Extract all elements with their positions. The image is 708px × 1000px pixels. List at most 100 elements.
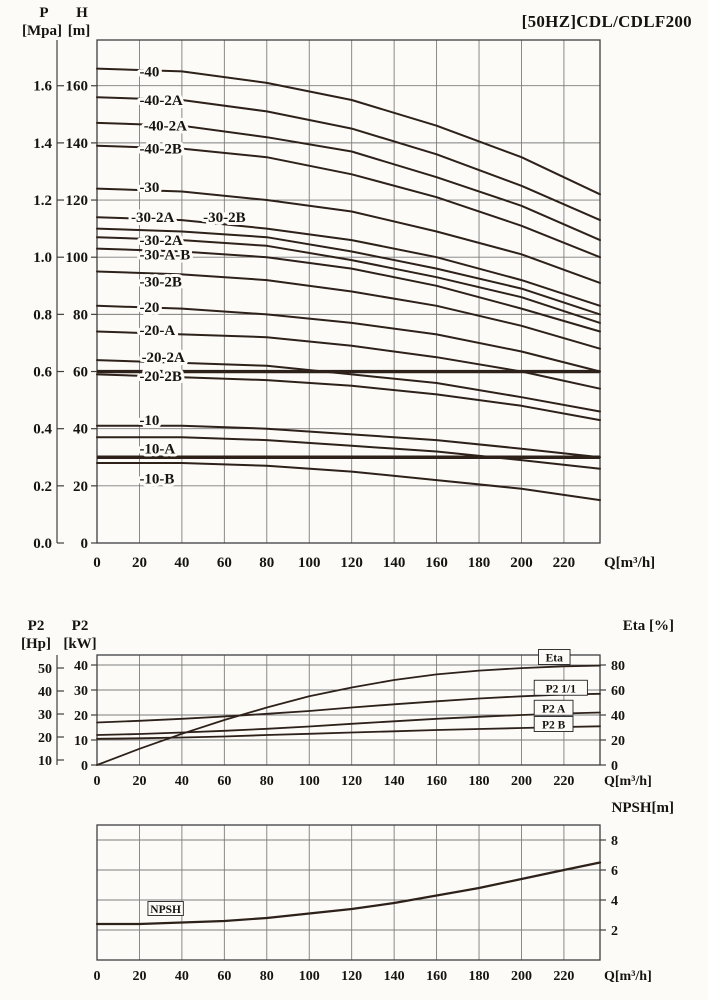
h-tick: 160 xyxy=(66,79,89,95)
x-tick: 120 xyxy=(341,969,362,984)
x-tick: 120 xyxy=(341,774,362,789)
h-axis-unit: [m] xyxy=(68,23,91,39)
hp-axis-label: P2 xyxy=(28,618,45,634)
x-tick: 0 xyxy=(93,555,101,571)
x-tick: 220 xyxy=(553,969,574,984)
eta-axis: 80 60 40 20 0 Eta [%] xyxy=(600,618,674,774)
curve-label: -40-2A xyxy=(144,119,187,135)
curve-20-2B xyxy=(96,373,601,422)
p-tick: 1.2 xyxy=(33,193,52,209)
curve-label: -10-B xyxy=(139,472,174,488)
curve-label: -40 xyxy=(139,64,159,80)
x-tick: 0 xyxy=(94,774,101,789)
x-tick: 0 xyxy=(94,969,101,984)
curve-label: -20 xyxy=(139,300,159,316)
curve-P2 A xyxy=(96,711,601,736)
x-tick: 140 xyxy=(383,555,406,571)
plot-frame xyxy=(96,654,601,766)
curve-label: -40-2A xyxy=(139,93,182,109)
x-tick: 80 xyxy=(260,969,274,984)
plot-frame xyxy=(96,824,601,961)
curve-label: -10 xyxy=(139,413,159,429)
grid xyxy=(97,655,600,765)
x-tick: 20 xyxy=(132,774,146,789)
x-tick: 180 xyxy=(468,555,491,571)
h-tick: 60 xyxy=(73,365,88,381)
x-tick: 220 xyxy=(553,774,574,789)
hp-tick: 50 xyxy=(38,662,52,677)
power-curves xyxy=(96,664,601,766)
npsh-tick: 4 xyxy=(611,894,618,909)
x-axis: 0 20 40 60 80 100 120 140 160 180 200 220 Q[m³/h] xyxy=(93,555,655,571)
eta-tick: 60 xyxy=(611,684,625,699)
curve-label: Eta xyxy=(546,653,564,665)
curve-20 xyxy=(96,304,601,373)
curve-label: -30-A-B xyxy=(139,247,190,263)
h-tick: 0 xyxy=(81,536,89,552)
curve-40 xyxy=(96,67,601,196)
curve-30-2A xyxy=(96,216,601,307)
x-tick: 100 xyxy=(299,774,320,789)
npsh-axis: 8 6 4 2 NPSH[m] xyxy=(600,800,674,939)
p-tick: 0.2 xyxy=(33,479,52,495)
x-tick: 60 xyxy=(217,555,232,571)
kw-axis-unit: [kW] xyxy=(63,636,96,652)
p-tick: 0.4 xyxy=(33,422,52,438)
curve-label: -40-2B xyxy=(139,142,182,158)
curve-label: -20-A xyxy=(139,323,175,339)
h-tick: 20 xyxy=(73,479,88,495)
kw-axis-label: P2 xyxy=(72,618,89,634)
curve-P2 1/1 xyxy=(96,692,601,724)
curve-label: P2 A xyxy=(542,703,566,715)
curve-NPSH xyxy=(95,861,602,926)
curve-40-2A xyxy=(96,121,601,242)
label-box xyxy=(533,679,588,696)
kw-tick: 20 xyxy=(74,709,88,724)
p-tick: 1.0 xyxy=(33,250,52,266)
p-tick: 1.6 xyxy=(33,79,52,95)
h-axis: 160 140 120 100 80 60 40 20 0 H [m] xyxy=(66,5,97,552)
p-tick: 0.6 xyxy=(33,365,52,381)
curve-label: -30 xyxy=(139,180,159,196)
curve-20-A xyxy=(96,330,601,390)
x-tick: 180 xyxy=(469,774,490,789)
curve-10-B xyxy=(96,462,601,502)
chart-title: [50HZ]CDL/CDLF200 xyxy=(521,12,692,31)
x-tick: 160 xyxy=(426,969,447,984)
x-tick: 100 xyxy=(299,969,320,984)
npsh-axis-label: NPSH[m] xyxy=(612,800,675,816)
curve-40-2A xyxy=(96,96,601,222)
p-tick: 1.4 xyxy=(33,136,52,152)
x-tick: 40 xyxy=(175,969,189,984)
curve-label: -10-A xyxy=(139,442,175,458)
kw-axis: 40 30 20 10 0 P2 [kW] xyxy=(63,618,97,774)
x-tick: 220 xyxy=(553,555,576,571)
npsh-curve: NPSH xyxy=(95,861,602,926)
pump-curves xyxy=(96,67,601,502)
plot-frame xyxy=(96,39,601,544)
x-axis: 0 20 40 60 80 100 120 140 160 180 200 220 Q[m³/h] xyxy=(94,969,652,984)
x-tick: 160 xyxy=(425,555,448,571)
curve-10 xyxy=(96,424,601,459)
curve-label: P2 B xyxy=(542,720,566,732)
label-box xyxy=(533,699,574,716)
x-axis-label: Q[m³/h] xyxy=(604,555,655,571)
curve-label: -20-2A xyxy=(142,350,185,366)
hp-tick: 40 xyxy=(38,685,52,700)
curve-labels: -40 -40-2A -40-2A -40-2B -30 -30-2A -30-2B -30-… xyxy=(128,61,249,490)
x-tick: 140 xyxy=(384,969,405,984)
x-tick: 60 xyxy=(217,774,231,789)
label-box xyxy=(147,901,184,916)
x-tick: 60 xyxy=(217,969,231,984)
curve-label: -30-2A xyxy=(139,233,182,249)
x-tick: 140 xyxy=(384,774,405,789)
x-tick: 20 xyxy=(132,555,147,571)
x-tick: 160 xyxy=(426,774,447,789)
hp-axis-unit: [Hp] xyxy=(21,636,51,652)
x-tick: 200 xyxy=(511,969,532,984)
eta-axis-label: Eta [%] xyxy=(623,618,674,634)
npsh-tick: 2 xyxy=(611,924,618,939)
curve-label: -20-2B xyxy=(139,369,182,385)
label-box xyxy=(533,716,574,732)
